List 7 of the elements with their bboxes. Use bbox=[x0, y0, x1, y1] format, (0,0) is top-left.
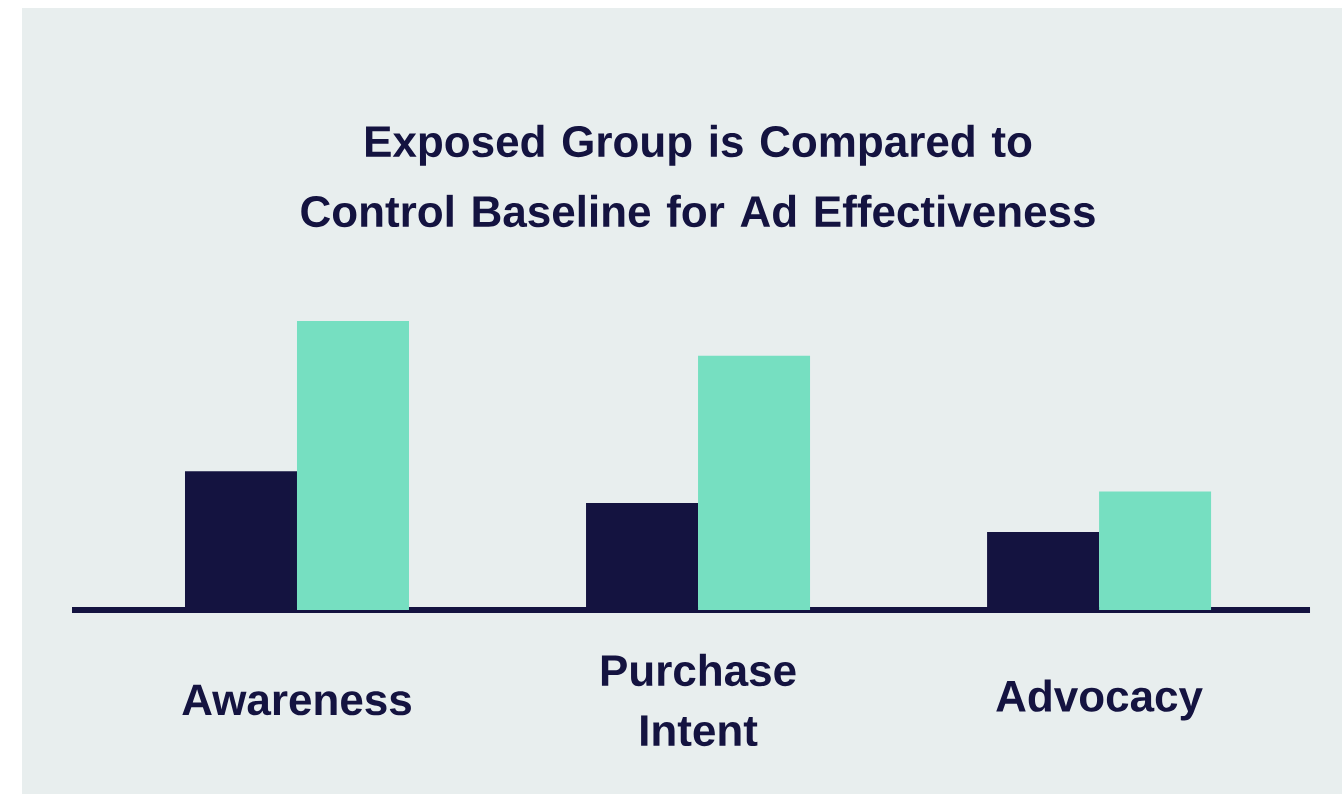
x-tick-label: Awareness bbox=[182, 684, 411, 716]
x-tick-label: Purchase Intent bbox=[601, 653, 796, 747]
chart-title: Exposed Group is Compared to Control Baseline for Ad Effectiveness bbox=[301, 124, 1095, 228]
x-tick-label: Advocacy bbox=[996, 679, 1203, 721]
bar bbox=[296, 321, 409, 610]
bar bbox=[1099, 491, 1212, 610]
bar bbox=[698, 355, 811, 610]
